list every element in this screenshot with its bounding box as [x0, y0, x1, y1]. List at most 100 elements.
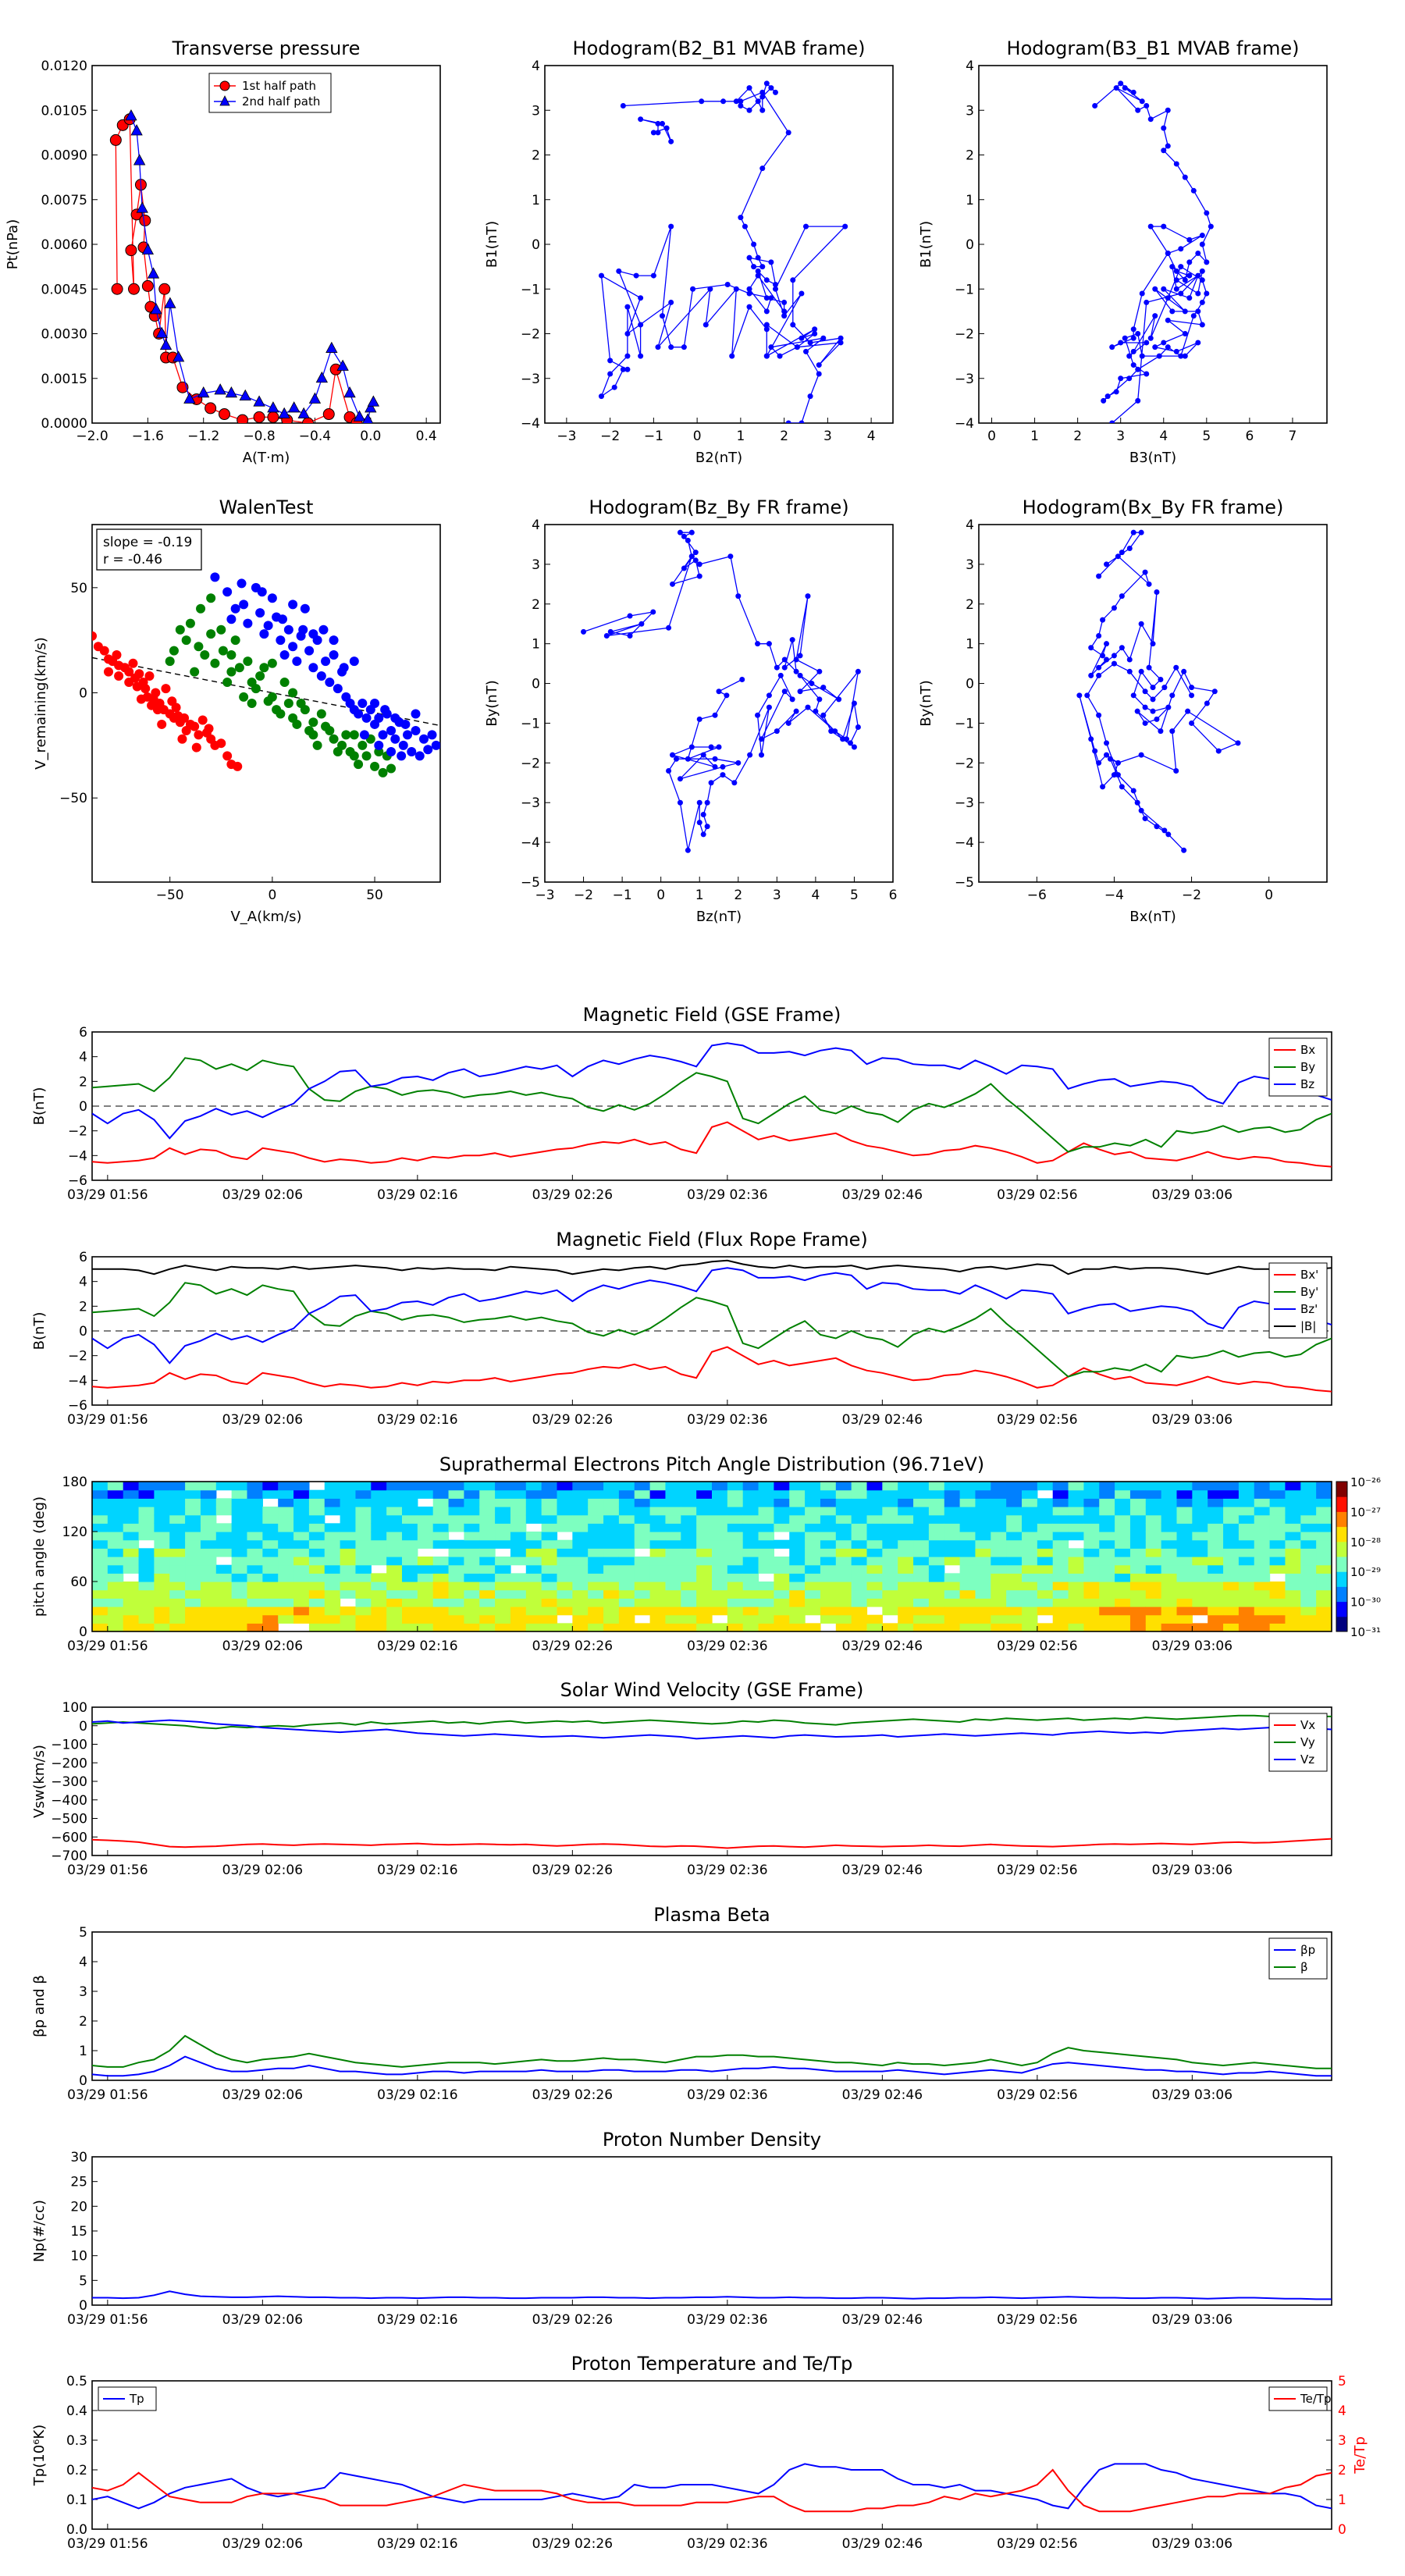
heatmap-cell — [572, 1614, 589, 1624]
heatmap-cell — [1145, 1557, 1162, 1566]
heatmap-cell — [293, 1589, 310, 1599]
heatmap-cell — [866, 1564, 883, 1574]
heatmap-cell — [448, 1573, 464, 1582]
data-point — [812, 331, 818, 336]
heatmap-cell — [278, 1606, 294, 1616]
heatmap-cell — [572, 1498, 589, 1507]
heatmap-cell — [1068, 1507, 1084, 1516]
data-point — [763, 322, 770, 328]
y-tick-label: −300 — [51, 1774, 87, 1790]
heatmap-cell — [820, 1489, 837, 1499]
series-line — [92, 1838, 1332, 1849]
heatmap-cell — [324, 1564, 341, 1574]
heatmap-cell — [681, 1523, 697, 1532]
heatmap-cell — [758, 1507, 774, 1516]
data-point — [735, 760, 742, 766]
heatmap-cell — [541, 1523, 558, 1532]
heatmap-cell — [944, 1557, 961, 1566]
heatmap-cell — [712, 1623, 728, 1632]
heatmap-cell — [882, 1514, 898, 1524]
data-point — [1113, 85, 1119, 91]
heatmap-cell — [991, 1623, 1007, 1632]
heatmap-cell — [882, 1482, 898, 1491]
heatmap-cell — [308, 1514, 325, 1524]
heatmap-cell — [603, 1489, 620, 1499]
heatmap-cell — [588, 1564, 604, 1574]
x-tick-label: 03/29 02:46 — [842, 1412, 923, 1428]
heatmap-cell — [262, 1514, 279, 1524]
heatmap-cell — [727, 1548, 744, 1557]
heatmap-cell — [1300, 1598, 1317, 1607]
data-point — [716, 688, 722, 695]
panel-title: Magnetic Field (GSE Frame) — [583, 1004, 841, 1026]
y-tick-label: −6 — [68, 1398, 87, 1414]
heatmap-cell — [92, 1489, 108, 1499]
x-axis-label: Bz(nT) — [696, 909, 742, 925]
data-point — [624, 304, 631, 310]
heatmap-cell — [1037, 1606, 1054, 1616]
y-tick-label: −4 — [68, 1148, 87, 1164]
x-tick-label: 03/29 03:06 — [1152, 2312, 1232, 2328]
heatmap-cell — [479, 1589, 496, 1599]
data-point — [239, 692, 249, 702]
legend-label: By — [1300, 1060, 1315, 1074]
heatmap-cell — [138, 1523, 155, 1532]
x-tick-label: 03/29 01:56 — [67, 2312, 148, 2328]
heatmap-cell — [696, 1589, 713, 1599]
data-point — [763, 295, 770, 301]
data-point — [692, 557, 699, 564]
data-point — [214, 383, 226, 395]
data-point — [1144, 103, 1150, 109]
heatmap-cell — [820, 1614, 837, 1624]
heatmap-cell — [572, 1623, 589, 1632]
x-tick-label: 1 — [1030, 429, 1039, 444]
heatmap-cell — [774, 1606, 790, 1616]
heatmap-cell — [1223, 1582, 1240, 1591]
heatmap-cell — [123, 1589, 140, 1599]
y-tick-label: −4 — [955, 416, 974, 432]
heatmap-cell — [603, 1523, 620, 1532]
heatmap-cell — [866, 1482, 883, 1491]
heatmap-cell — [247, 1532, 263, 1541]
heatmap-cell — [355, 1482, 372, 1491]
data-point — [1199, 241, 1205, 247]
heatmap-cell — [1192, 1489, 1208, 1499]
x-tick-label: 3 — [823, 429, 832, 444]
x-tick-label: 03/29 02:16 — [377, 2087, 457, 2103]
heatmap-cell — [448, 1614, 464, 1624]
panel-title: Magnetic Field (Flux Rope Frame) — [556, 1229, 867, 1251]
heatmap-cell — [1238, 1606, 1255, 1616]
data-point — [1111, 772, 1117, 778]
heatmap-cell — [371, 1507, 387, 1516]
data-point — [855, 724, 861, 731]
data-point — [838, 335, 844, 341]
heatmap-cell — [1006, 1489, 1023, 1499]
heatmap-cell — [355, 1507, 372, 1516]
heatmap-cell — [1223, 1532, 1240, 1541]
heatmap-cell — [371, 1489, 387, 1499]
y-tick-label: −4 — [68, 1373, 87, 1389]
heatmap-cell — [1300, 1489, 1317, 1499]
data-point — [361, 713, 372, 723]
y-tick-label: −4 — [521, 835, 540, 851]
data-point — [1204, 210, 1210, 216]
heatmap-cell — [758, 1498, 774, 1507]
data-point — [738, 98, 744, 105]
data-point — [820, 712, 827, 718]
heatmap-cell — [1208, 1482, 1224, 1491]
heatmap-cell — [727, 1614, 744, 1624]
heatmap-cell — [464, 1489, 480, 1499]
data-point — [774, 728, 780, 735]
heatmap-cell — [1192, 1557, 1208, 1566]
heatmap-cell — [588, 1623, 604, 1632]
data-point — [772, 282, 778, 288]
heatmap-cell — [944, 1523, 961, 1532]
heatmap-cell — [1145, 1507, 1162, 1516]
data-point — [197, 386, 210, 398]
heatmap-cell — [696, 1523, 713, 1532]
data-point — [1152, 313, 1158, 319]
heatmap-cell — [1300, 1498, 1317, 1507]
data-point — [1211, 688, 1218, 695]
heatmap-cell — [340, 1507, 357, 1516]
heatmap-cell — [742, 1573, 759, 1582]
